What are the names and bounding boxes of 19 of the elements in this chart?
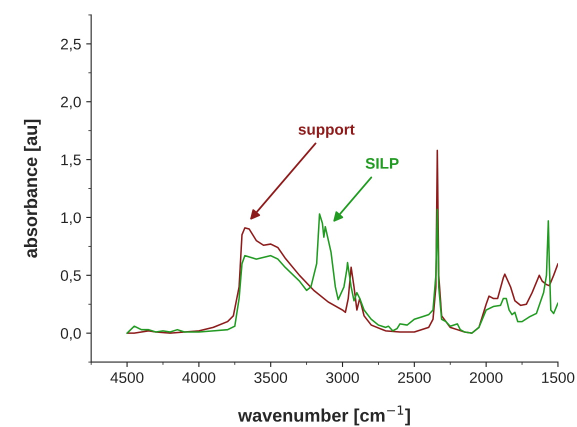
x-tick-label: 2000	[470, 372, 503, 384]
annotation: support	[298, 124, 355, 138]
x-tick-label: 4000	[182, 372, 216, 384]
x-tick-label: 3000	[326, 372, 359, 384]
x-tick-label: 1500	[542, 372, 574, 384]
x-axis-title: wavenumber [cm$^{−1}$]	[238, 406, 410, 426]
y-axis-title: absorbance [au]	[24, 120, 41, 258]
y-tick-label: 0,5	[60, 270, 81, 283]
x-tick-label: 4500	[110, 372, 144, 384]
y-tick-label: 2,0	[60, 96, 81, 110]
x-tick-label: 3500	[254, 372, 288, 384]
y-tick-label: 1,0	[61, 212, 81, 225]
y-tick-label: 2,5	[60, 38, 81, 52]
y-tick-label: 0,0	[60, 328, 81, 341]
y-tick-label: 1,5	[61, 154, 81, 168]
line-series	[126, 150, 558, 334]
annotation: SILP	[366, 158, 399, 169]
line-series	[126, 208, 558, 334]
x-tick-label: 2500	[398, 372, 431, 384]
